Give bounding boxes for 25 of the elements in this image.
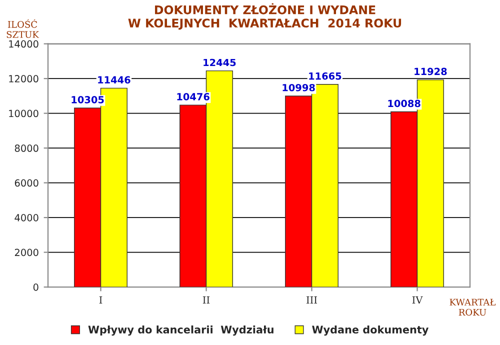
data-label: 10088 xyxy=(388,100,420,108)
y-tick-label: 8000 xyxy=(14,144,38,152)
x-axis-title: KWARTAŁ ROKU xyxy=(450,298,496,316)
data-label: 12445 xyxy=(204,58,236,66)
y-tick-label: 4000 xyxy=(14,214,38,222)
y-tick-label: 6000 xyxy=(14,179,38,187)
x-tick-label: I xyxy=(99,296,102,304)
x-tick-label: II xyxy=(202,296,210,304)
y-tick-label: 0 xyxy=(33,284,38,291)
data-label: 10476 xyxy=(177,93,210,100)
data-label: 11665 xyxy=(309,72,342,80)
y-tick-label: 2000 xyxy=(14,248,38,256)
legend-label: Wpływy do kancelarii Wydziału xyxy=(88,325,274,336)
data-label: 10998 xyxy=(282,84,315,92)
x-tick-label: IV xyxy=(412,296,423,304)
x-tick-label: III xyxy=(306,296,317,304)
data-label: 11928 xyxy=(414,68,447,76)
legend-label: Wydane dokumenty xyxy=(312,325,429,336)
y-tick-label: 14000 xyxy=(9,40,38,48)
y-axis-title: ILOŚĆ SZTUK xyxy=(6,19,40,38)
data-label: 11446 xyxy=(98,76,130,84)
y-tick-label: 12000 xyxy=(9,75,38,82)
chart-title: DOKUMENTY ZŁOŻONE I WYDANE W KOLEJNYCH KWARTAŁACH 2014 ROKU xyxy=(128,3,402,30)
y-tick-label: 10000 xyxy=(9,110,38,118)
data-label: 10305 xyxy=(72,96,104,104)
